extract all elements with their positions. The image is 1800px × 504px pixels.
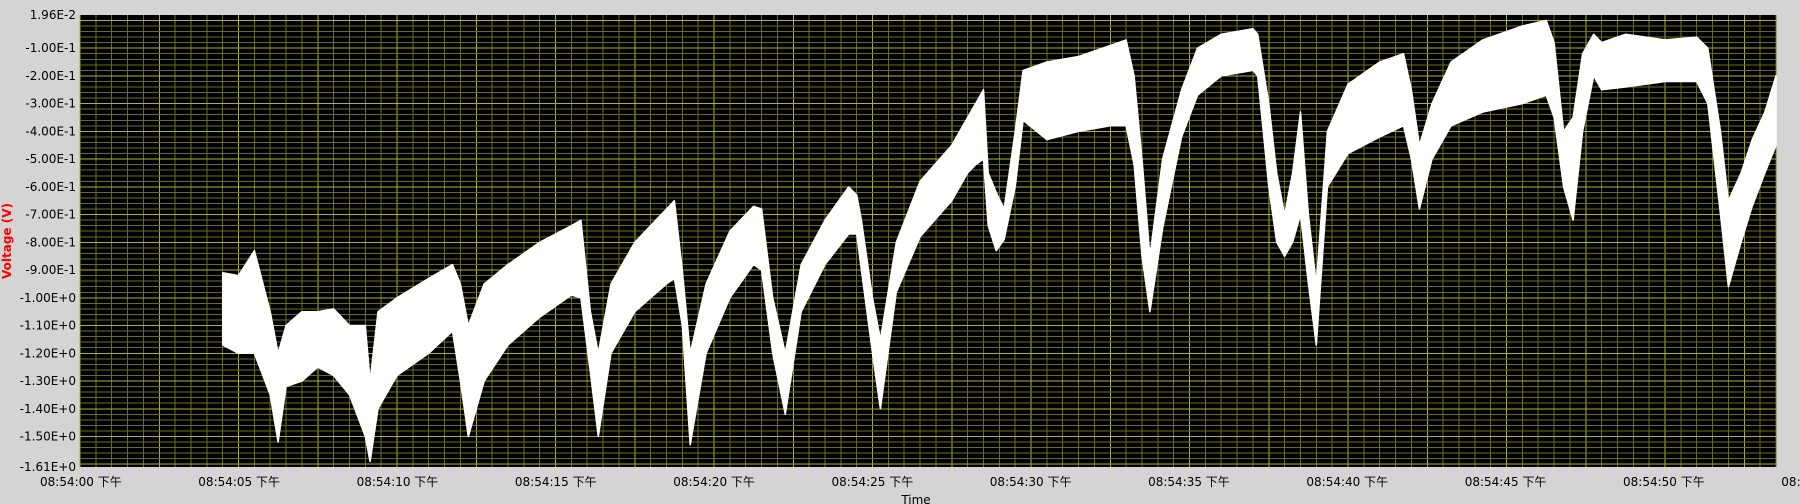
x-axis-tick-labels: 08:54:00 下午 08:54:05 下午 08:54:10 下午 08:54:1…: [40, 475, 1800, 489]
x-tick-label: 08:54:35 下午: [1148, 475, 1230, 489]
x-tick-label: 08:54:30 下午: [990, 475, 1072, 489]
y-tick-label: -1.00E-1: [25, 41, 76, 55]
x-tick-label: 08:54:25 下午: [832, 475, 914, 489]
y-tick-label: -6.00E-1: [25, 180, 76, 194]
y-tick-label: -1.40E+0: [20, 402, 76, 416]
x-tick-label: 08:54:40 下午: [1306, 475, 1388, 489]
y-tick-label: -4.00E-1: [25, 124, 76, 138]
y-tick-label: -2.00E-1: [25, 69, 76, 83]
x-axis-label: Time: [900, 493, 930, 504]
y-tick-label: -1.00E+0: [20, 291, 76, 305]
x-tick-label: 08:54:10 下午: [357, 475, 439, 489]
y-axis-label: Voltage (V): [0, 203, 14, 279]
y-tick-label: -1.20E+0: [20, 346, 76, 360]
x-tick-label: 08:54:20 下午: [673, 475, 755, 489]
y-tick-label: -9.00E-1: [25, 263, 76, 277]
y-tick-label: -1.10E+0: [20, 319, 76, 333]
x-tick-label: 08:54:55 下午: [1781, 475, 1800, 489]
y-tick-label: -1.61E+0: [20, 460, 76, 474]
y-tick-label: -1.50E+0: [20, 429, 76, 443]
y-tick-label: -1.30E+0: [20, 374, 76, 388]
x-tick-label: 08:54:15 下午: [515, 475, 597, 489]
y-tick-label: -7.00E-1: [25, 208, 76, 222]
y-tick-label: -5.00E-1: [25, 152, 76, 166]
voltage-trace: [221, 19, 1777, 463]
x-tick-label: 08:54:00 下午: [40, 475, 122, 489]
y-tick-label: -8.00E-1: [25, 235, 76, 249]
x-tick-label: 08:54:45 下午: [1465, 475, 1547, 489]
x-tick-label: 08:54:05 下午: [198, 475, 280, 489]
y-axis-tick-labels: 1.96E-2 -1.00E-1 -2.00E-1 -3.00E-1 -4.00E-1 -…: [20, 8, 76, 474]
y-tick-label: 1.96E-2: [30, 8, 76, 22]
x-tick-label: 08:54:50 下午: [1623, 475, 1705, 489]
y-tick-label: -3.00E-1: [25, 97, 76, 111]
